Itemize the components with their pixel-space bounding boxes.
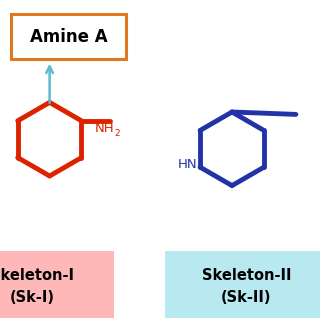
Text: NH: NH	[94, 122, 114, 134]
FancyBboxPatch shape	[165, 251, 320, 318]
FancyBboxPatch shape	[11, 14, 126, 59]
Text: HN: HN	[178, 158, 197, 171]
Text: (Sk-I): (Sk-I)	[10, 290, 54, 305]
Text: Amine A: Amine A	[30, 28, 108, 46]
Text: (Sk-II): (Sk-II)	[221, 290, 272, 305]
FancyBboxPatch shape	[0, 251, 114, 318]
Text: Skeleton-II: Skeleton-II	[202, 268, 291, 283]
Text: Skeleton-I: Skeleton-I	[0, 268, 74, 283]
Text: 2: 2	[114, 129, 120, 138]
